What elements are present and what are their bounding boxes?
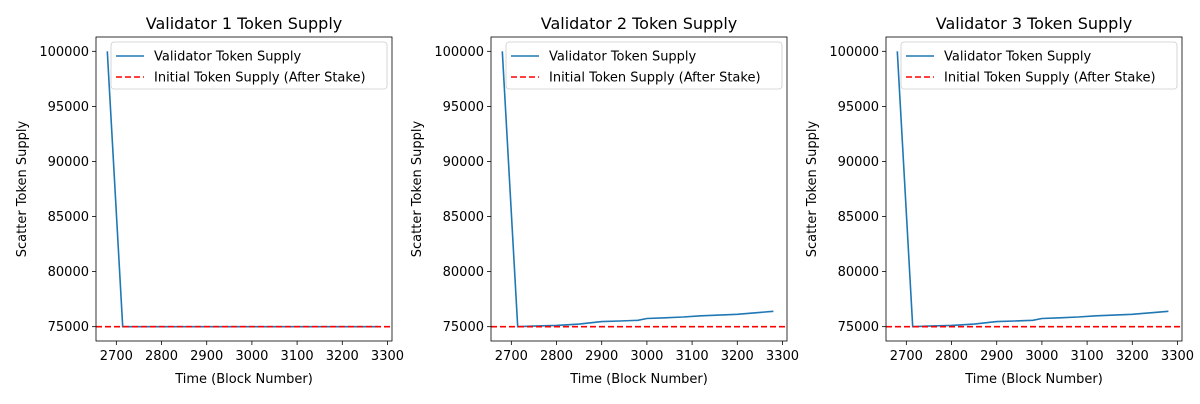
legend-entry-initial-token-supply: Initial Token Supply (After Stake) [944, 71, 1156, 86]
y-tick-label: 75000 [443, 320, 484, 335]
y-tick-label: 100000 [39, 45, 89, 60]
y-tick-label: 75000 [48, 320, 89, 335]
legend: Validator Token Supply Initial Token Supp… [900, 41, 1178, 90]
chart-panel-3: Validator 3 Token Supply Time (Block Numb… [805, 14, 1194, 387]
y-tick-label: 95000 [443, 100, 484, 115]
x-axis-label: Time (Block Number) [964, 372, 1103, 387]
y-axis-label: Scatter Token Supply [410, 120, 425, 257]
y-tick-label: 95000 [48, 100, 89, 115]
x-tick-label: 3300 [371, 349, 404, 364]
series-line-validator-token-supply [501, 51, 774, 328]
legend-entry-initial-token-supply: Initial Token Supply (After Stake) [154, 71, 366, 86]
x-tick-label: 2700 [495, 349, 528, 364]
y-axis-label: Scatter Token Supply [15, 120, 30, 257]
x-tick-label: 2700 [890, 349, 923, 364]
chart-panel-1: Validator 1 Token Supply Time (Block Numb… [15, 14, 404, 387]
x-tick-label: 2900 [585, 349, 618, 364]
y-tick-label: 85000 [48, 210, 89, 225]
x-axis-label: Time (Block Number) [569, 372, 708, 387]
legend-entry-validator-token-supply: Validator Token Supply [944, 50, 1092, 65]
x-tick-label: 3100 [1071, 349, 1104, 364]
x-tick-label: 3000 [235, 349, 268, 364]
legend-box [900, 41, 1178, 90]
series-line-validator-token-supply [106, 51, 379, 328]
legend-entry-validator-token-supply: Validator Token Supply [154, 50, 302, 65]
plot-frame [885, 36, 1183, 342]
series-line-validator-token-supply [896, 51, 1169, 328]
y-tick-label: 100000 [829, 45, 879, 60]
y-axis-label: Scatter Token Supply [805, 120, 820, 257]
y-tick-label: 90000 [48, 155, 89, 170]
x-tick-label: 2800 [145, 349, 178, 364]
plot-frame [490, 36, 788, 342]
y-tick-label: 85000 [443, 210, 484, 225]
legend: Validator Token Supply Initial Token Supp… [505, 41, 783, 90]
y-tick-label: 80000 [443, 265, 484, 280]
x-tick-label: 2900 [190, 349, 223, 364]
chart-title: Validator 2 Token Supply [541, 14, 737, 33]
y-tick-label: 90000 [838, 155, 879, 170]
y-tick-label: 100000 [434, 45, 484, 60]
y-tick-label: 85000 [838, 210, 879, 225]
x-tick-label: 3300 [766, 349, 799, 364]
y-tick-label: 90000 [443, 155, 484, 170]
x-tick-label: 3200 [326, 349, 359, 364]
x-axis-label: Time (Block Number) [174, 372, 313, 387]
x-tick-label: 3000 [1025, 349, 1058, 364]
chart-panel-2: Validator 2 Token Supply Time (Block Numb… [410, 14, 799, 387]
chart-title: Validator 3 Token Supply [936, 14, 1132, 33]
legend: Validator Token Supply Initial Token Supp… [110, 41, 388, 90]
x-tick-label: 3200 [1116, 349, 1149, 364]
legend-entry-initial-token-supply: Initial Token Supply (After Stake) [549, 71, 761, 86]
plot-frame [95, 36, 393, 342]
chart-title: Validator 1 Token Supply [146, 14, 342, 33]
x-tick-label: 3100 [676, 349, 709, 364]
y-tick-label: 75000 [838, 320, 879, 335]
x-tick-label: 3200 [721, 349, 754, 364]
legend-box [505, 41, 783, 90]
x-tick-label: 2900 [980, 349, 1013, 364]
x-tick-label: 2800 [540, 349, 573, 364]
x-tick-label: 2800 [935, 349, 968, 364]
x-tick-label: 3300 [1161, 349, 1194, 364]
y-tick-label: 80000 [838, 265, 879, 280]
x-tick-label: 2700 [100, 349, 133, 364]
legend-box [110, 41, 388, 90]
x-tick-label: 3100 [281, 349, 314, 364]
y-tick-label: 80000 [48, 265, 89, 280]
legend-entry-validator-token-supply: Validator Token Supply [549, 50, 697, 65]
x-tick-label: 3000 [630, 349, 663, 364]
y-tick-label: 95000 [838, 100, 879, 115]
